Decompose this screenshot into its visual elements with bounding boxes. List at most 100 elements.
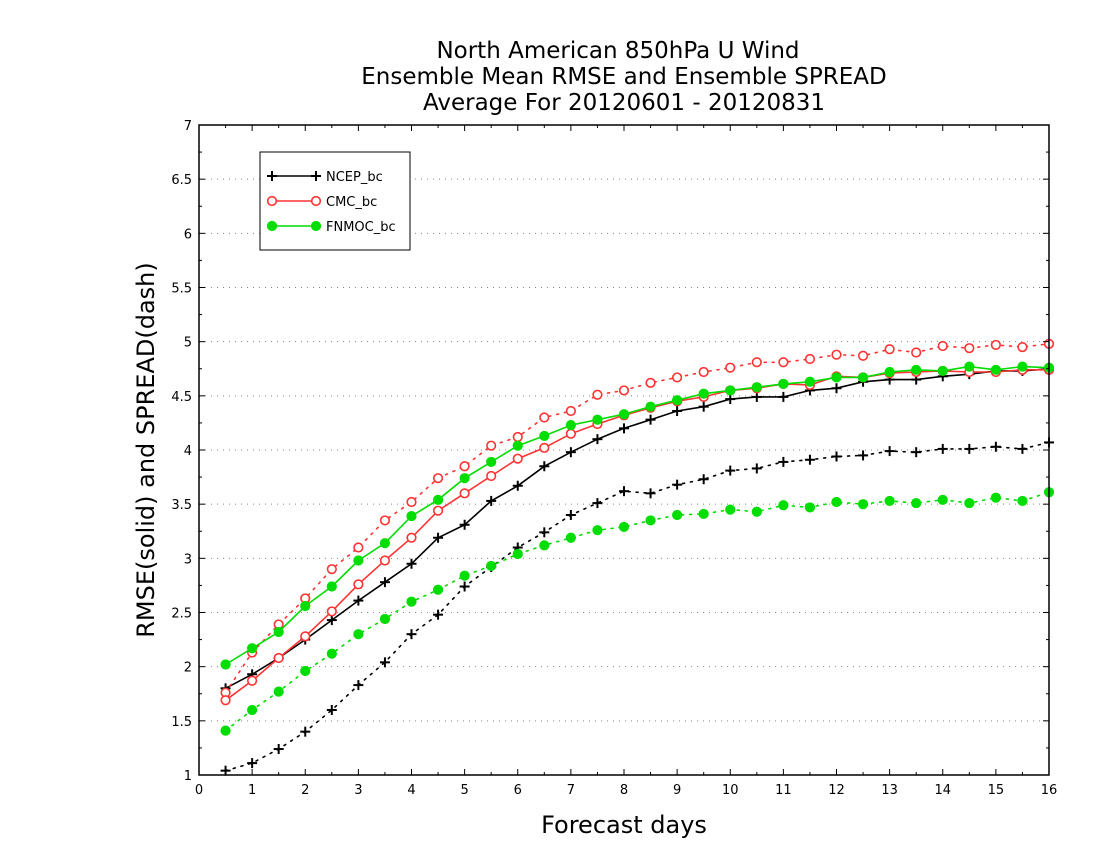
cmc-bc-rmse-point (220, 695, 231, 706)
ncep-bc-rmse-point (592, 434, 603, 445)
cmc-bc-spread-point (1017, 341, 1028, 353)
cmc-bc-rmse-point (406, 532, 417, 543)
fnmoc-bc-spread-point (379, 613, 391, 625)
fnmoc-bc-spread-point (592, 525, 603, 536)
ncep-bc-rmse-point (831, 383, 842, 394)
legend-label-cmc-bc: CMC_bc (326, 195, 377, 210)
cmc-bc-rmse-point (353, 579, 364, 590)
legend-label-fnmoc-bc: FNMOC_bc (326, 220, 396, 235)
legend-marker-ncep-bc (311, 171, 321, 181)
cmc-bc-spread-point (725, 362, 736, 373)
ncep-bc-spread-point (884, 446, 895, 457)
y-tick-label: 4.5 (171, 390, 192, 405)
ncep-bc-rmse-point (433, 532, 444, 543)
x-tick-label: 14 (934, 783, 951, 798)
fnmoc-bc-rmse-point (220, 659, 231, 670)
cmc-bc-spread-point (857, 350, 869, 361)
cmc-bc-rmse-point (273, 652, 284, 664)
fnmoc-bc-rmse-point (725, 385, 736, 396)
legend-marker-cmc-bc (266, 195, 278, 207)
fnmoc-bc-spread-point (512, 548, 523, 560)
ncep-bc-spread-point (751, 463, 762, 474)
x-tick-label: 10 (722, 783, 739, 798)
fnmoc-bc-rmse-point (857, 372, 869, 383)
fnmoc-bc-spread-point (751, 506, 762, 517)
fnmoc-bc-spread-point (247, 704, 258, 716)
cmc-bc-rmse-line (225, 368, 1049, 701)
ncep-bc-spread-point (831, 451, 842, 462)
x-tick-label: 13 (881, 783, 898, 798)
fnmoc-bc-spread-point (964, 497, 975, 509)
fnmoc-bc-spread-point (459, 570, 470, 581)
fnmoc-bc-rmse-point (618, 409, 630, 420)
ncep-bc-spread-point (672, 479, 683, 490)
title-line-1: North American 850hPa U Wind (436, 38, 799, 64)
legend-marker-cmc-bc (310, 195, 322, 207)
ncep-bc-spread-point (406, 629, 417, 640)
ncep-bc-spread-point (433, 609, 444, 620)
fnmoc-bc-rmse-point (539, 430, 550, 442)
x-tick-label: 16 (1041, 783, 1058, 798)
fnmoc-bc-rmse-point (831, 372, 842, 383)
ncep-bc-spread-point (804, 454, 815, 465)
y-tick-label: 1 (184, 769, 192, 784)
fnmoc-bc-spread-point (937, 494, 948, 505)
fnmoc-bc-rmse-point (326, 581, 337, 592)
ncep-bc-spread-point (778, 456, 789, 467)
fnmoc-bc-rmse-point (911, 364, 922, 375)
x-tick-label: 4 (407, 783, 415, 798)
cmc-bc-rmse-point (379, 555, 391, 566)
fnmoc-bc-rmse-point (565, 419, 576, 431)
cmc-bc-spread-point (326, 564, 337, 575)
fnmoc-bc-rmse-point (379, 538, 391, 549)
y-tick-label: 6.5 (171, 173, 192, 188)
fnmoc-bc-rmse-point (512, 440, 523, 451)
fnmoc-bc-spread-point (990, 492, 1001, 503)
cmc-bc-rmse-point (512, 453, 523, 464)
cmc-bc-rmse-point (300, 631, 311, 642)
cmc-bc-spread-point (964, 343, 975, 354)
cmc-bc-rmse-point (459, 488, 470, 499)
fnmoc-bc-spread-line (224, 491, 1050, 732)
x-tick-label: 3 (354, 783, 362, 798)
ncep-bc-spread-point (645, 488, 656, 499)
legend-marker-fnmoc-bc (310, 220, 322, 232)
ncep-bc-rmse-point (379, 577, 390, 588)
y-tick-label: 1.5 (171, 715, 192, 730)
fnmoc-bc-rmse-point (751, 382, 762, 393)
cmc-bc-spread-point (592, 389, 603, 400)
fnmoc-bc-spread-point (1017, 495, 1028, 507)
x-tick-label: 2 (301, 783, 309, 798)
fnmoc-bc-rmse-point (432, 494, 444, 505)
fnmoc-bc-rmse-point (273, 626, 284, 638)
x-tick-label: 12 (828, 783, 845, 798)
fnmoc-bc-spread-point (220, 725, 231, 736)
cmc-bc-spread-point (698, 366, 709, 378)
fnmoc-bc-spread-point (778, 500, 789, 511)
ncep-bc-spread-point (247, 758, 258, 769)
cmc-bc-spread-point (645, 377, 656, 388)
cmc-bc-spread-point (379, 515, 391, 526)
x-tick-label: 1 (248, 783, 256, 798)
fnmoc-bc-spread-point (565, 532, 576, 543)
y-axis-label: RMSE(solid) and SPREAD(dash) (132, 262, 160, 638)
fnmoc-bc-spread-point (406, 596, 417, 607)
fnmoc-bc-spread-point (486, 560, 497, 572)
ncep-bc-rmse-point (778, 391, 789, 402)
fnmoc-bc-spread-point (300, 665, 311, 677)
ncep-bc-spread-point (698, 474, 709, 485)
fnmoc-bc-rmse-point (459, 473, 470, 484)
fnmoc-bc-spread-point (911, 497, 922, 509)
y-tick-label: 4 (184, 444, 192, 459)
ncep-bc-spread-point (273, 744, 284, 754)
cmc-bc-spread-point (539, 412, 550, 423)
cmc-bc-spread-point (937, 340, 948, 352)
cmc-bc-rmse-point (539, 442, 550, 453)
ncep-bc-spread-point (459, 581, 470, 592)
ncep-bc-spread-point (911, 447, 922, 458)
cmc-bc-spread-point (751, 357, 762, 368)
ncep-bc-rmse-point (326, 615, 337, 626)
fnmoc-bc-rmse-point (990, 364, 1001, 375)
ncep-bc-rmse-point (406, 558, 417, 569)
